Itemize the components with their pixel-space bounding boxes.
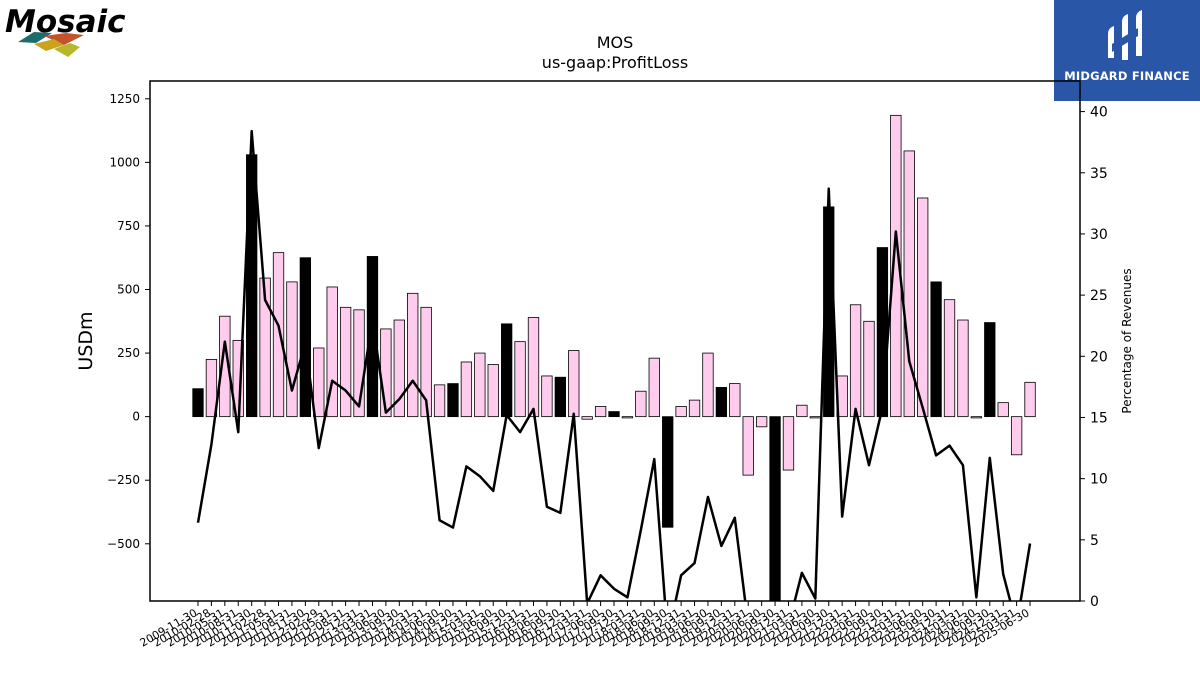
bar-mark [943,299,956,418]
y2-tick-label: 40 [1090,105,1108,121]
bar-mark [648,357,660,418]
bar-mark [662,416,674,528]
bar-mark [460,361,473,418]
bar-mark [474,352,486,418]
bar-mark [849,304,862,418]
y2-tick-label: 10 [1090,472,1108,488]
revenue-percentage-line [196,129,1032,601]
y-tick-label: 750 [117,219,140,233]
bar-mark [568,350,580,418]
y-tick-label: −250 [107,473,140,487]
bar-mark [715,387,728,418]
y-tick-label: 500 [117,283,140,297]
bar-mark [782,416,795,471]
bar-mark [286,281,298,418]
chart-title: MOS [597,33,634,52]
y-tick-label: 250 [117,346,140,360]
bar-mark [930,281,942,418]
bar-mark [259,277,271,418]
bar-mark [420,306,432,418]
y2-tick-label: 0 [1090,594,1099,610]
bar-mark [970,416,983,419]
bar-mark [1024,381,1036,418]
midgard-logo-text: MIDGARD FINANCE [1064,69,1190,83]
bar-mark [487,364,499,418]
bar-mark [796,404,808,418]
y-axis-label: USDm [75,311,97,370]
bar-mark [1010,416,1023,456]
y2-tick-label: 35 [1090,166,1108,182]
bar-mark [594,406,607,418]
bar-mark [299,257,312,418]
bar-mark [997,402,1009,418]
bar-mark [527,317,540,418]
bar-mark [675,406,687,418]
bar-mark [635,390,647,418]
bar-mark [366,256,379,418]
bar-mark [514,341,526,418]
bar-mark [581,416,593,420]
bar-mark [205,359,218,418]
bar-mark [917,197,929,418]
bar-mark [554,376,566,418]
bar-mark [742,416,754,476]
bar-mark [863,320,875,418]
bar-mark [447,383,459,418]
bars-group [192,114,1036,602]
bar-mark [339,306,352,418]
axes-group: −500 −250 0 250 500 750 1000 1250 0 5 10 15 20 25 30 35… [107,92,1108,650]
y2-axis-label: Percentage of Revenues [1120,268,1134,413]
midgard-finance-logo: MIDGARD FINANCE [1054,0,1200,101]
bar-mark [541,375,553,418]
bar-mark [407,292,419,418]
bar-mark [326,286,338,418]
bar-mark [957,319,969,418]
bar-mark [433,384,446,418]
plot-frame [149,80,1081,602]
bar-mark [984,322,996,418]
bar-mark [380,328,392,418]
bar-mark [313,347,325,418]
y2-tick-label: 15 [1090,410,1108,426]
bar-mark [353,309,365,418]
mosaic-logo: Mosaic [4,2,128,60]
bar-mark [621,416,634,419]
bar-mark [393,319,405,418]
bar-mark [769,416,781,602]
y2-tick-label: 5 [1090,533,1099,549]
bar-mark [272,252,285,418]
mosaic-logo-mark: Mosaic [5,4,126,57]
bar-mark [688,399,701,418]
bar-mark [192,388,204,418]
y-tick-label: 1000 [109,155,140,169]
bar-mark [903,150,915,418]
bar-mark [702,352,714,418]
y-tick-label: 0 [132,410,140,424]
chart-subtitle: us-gaap:ProfitLoss [542,53,688,72]
y2-tick-label: 20 [1090,349,1108,365]
y-tick-label: −500 [107,537,140,551]
bar-mark [755,416,768,428]
bar-mark [608,411,620,418]
y-tick-label: 1250 [109,92,140,106]
bar-mark [890,114,902,418]
bar-mark [501,323,513,418]
bar-mark [729,383,741,418]
bar-mark [809,416,821,419]
line-group [196,129,1032,601]
bar-mark [219,315,231,418]
midgard-logo-icon [1108,10,1142,60]
y2-tick-label: 30 [1090,227,1108,243]
y2-tick-label: 25 [1090,288,1108,304]
